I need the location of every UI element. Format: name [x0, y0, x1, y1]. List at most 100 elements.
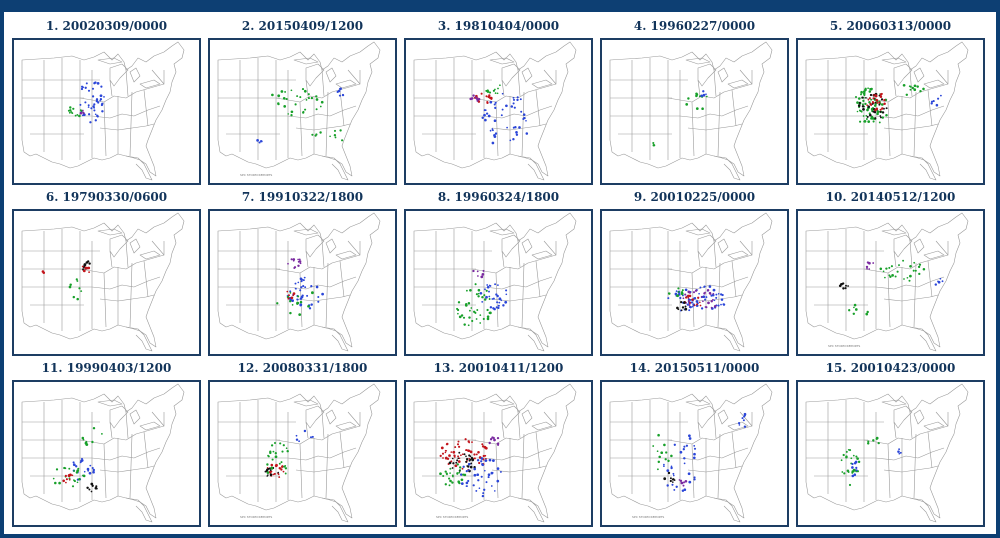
storm-report-green	[856, 457, 859, 460]
storm-report-black	[671, 481, 674, 483]
storm-report-blue	[493, 490, 496, 492]
storm-report-red	[869, 102, 872, 106]
storm-report-blue	[299, 277, 303, 281]
map-thumbnail[interactable]: SPC STORM REPORTS	[208, 380, 397, 527]
map-thumbnail[interactable]	[796, 380, 985, 527]
map-thumbnail[interactable]	[600, 38, 789, 185]
storm-report-green	[885, 267, 888, 270]
storm-report-green	[860, 93, 862, 96]
storm-report-blue	[515, 133, 519, 136]
storm-report-green	[486, 317, 490, 321]
storm-report-green	[69, 106, 72, 109]
severe-report-map	[805, 383, 969, 523]
map-thumbnail[interactable]	[600, 209, 789, 356]
storm-report-blue	[713, 299, 716, 302]
storm-report-black	[845, 284, 847, 287]
storm-report-blue	[96, 82, 100, 85]
storm-report-blue	[481, 494, 485, 498]
storm-report-green	[73, 469, 76, 472]
storm-report-blue	[100, 85, 103, 88]
storm-report-green	[677, 290, 680, 293]
storm-report-green	[670, 454, 673, 458]
map-thumbnail[interactable]	[12, 209, 201, 356]
storm-report-green	[705, 95, 708, 98]
storm-report-blue	[512, 138, 515, 141]
storm-report-green	[843, 472, 846, 475]
storm-report-green	[446, 473, 448, 476]
map-thumbnail[interactable]: SPC STORM REPORTS	[404, 380, 593, 527]
storm-report-green	[477, 295, 480, 298]
storm-report-blue	[715, 293, 718, 296]
storm-report-red	[487, 95, 490, 99]
map-caption	[632, 343, 722, 349]
storm-report-blue	[315, 285, 319, 289]
storm-report-green	[477, 288, 481, 292]
map-thumbnail[interactable]	[404, 38, 593, 185]
storm-report-green	[448, 477, 451, 480]
storm-report-red	[444, 449, 447, 452]
storm-report-green	[701, 107, 704, 110]
storm-report-green	[848, 309, 851, 312]
severe-report-map	[217, 41, 381, 181]
storm-report-black	[90, 490, 93, 493]
storm-report-green	[881, 116, 885, 119]
storm-report-blue	[303, 429, 307, 433]
storm-report-blue	[737, 421, 741, 425]
storm-report-blue	[89, 121, 92, 124]
panel-title: 13. 20010411/1200	[433, 361, 564, 375]
map-thumbnail[interactable]	[12, 38, 201, 185]
storm-report-black	[269, 469, 272, 472]
storm-report-green	[908, 85, 911, 88]
storm-report-green	[69, 109, 72, 112]
map-thumbnail[interactable]	[208, 209, 397, 356]
storm-report-red	[490, 97, 493, 100]
map-thumbnail[interactable]	[796, 38, 985, 185]
storm-report-green	[439, 472, 442, 476]
storm-report-green	[284, 467, 288, 470]
storm-report-green	[867, 440, 870, 443]
storm-report-black	[465, 460, 468, 463]
storm-report-green	[898, 264, 900, 267]
storm-report-green	[862, 92, 866, 95]
storm-report-green	[906, 276, 909, 279]
storm-report-green	[496, 92, 499, 95]
storm-report-green	[695, 107, 699, 110]
storm-report-blue	[484, 469, 486, 472]
storm-report-blue	[673, 443, 676, 446]
storm-report-red	[275, 463, 278, 467]
storm-report-blue	[459, 473, 463, 476]
storm-report-blue	[708, 285, 712, 288]
storm-report-green	[891, 274, 894, 277]
storm-report-blue	[90, 107, 93, 110]
map-thumbnail[interactable]: SPC STORM REPORTS	[600, 380, 789, 527]
severe-report-map	[609, 41, 773, 181]
storm-report-black	[458, 451, 461, 454]
map-thumbnail[interactable]	[12, 380, 201, 527]
storm-report-purple	[480, 275, 484, 279]
storm-report-green	[280, 90, 284, 93]
storm-report-green	[660, 451, 664, 455]
map-thumbnail[interactable]: SPC STORM REPORTS	[796, 209, 985, 356]
storm-report-blue	[704, 298, 707, 301]
storm-report-green	[266, 471, 270, 474]
storm-report-blue	[491, 141, 495, 145]
storm-report-green	[485, 289, 488, 292]
storm-report-green	[486, 90, 490, 93]
storm-report-black	[456, 459, 459, 462]
storm-report-blue	[898, 452, 901, 455]
map-thumbnail[interactable]: SPC STORM REPORTS	[208, 38, 397, 185]
storm-report-blue	[465, 469, 468, 473]
storm-report-blue	[80, 87, 84, 91]
storm-report-green	[862, 99, 865, 103]
storm-report-green	[474, 283, 477, 286]
storm-report-black	[673, 479, 676, 481]
storm-report-green	[488, 91, 492, 94]
storm-report-green	[462, 316, 466, 319]
storm-report-green	[852, 312, 856, 316]
storm-report-green	[889, 275, 892, 278]
storm-report-blue	[91, 87, 95, 90]
storm-report-blue	[462, 465, 465, 468]
map-thumbnail[interactable]	[404, 209, 593, 356]
storm-report-blue	[494, 101, 497, 104]
storm-report-purple	[298, 258, 301, 261]
